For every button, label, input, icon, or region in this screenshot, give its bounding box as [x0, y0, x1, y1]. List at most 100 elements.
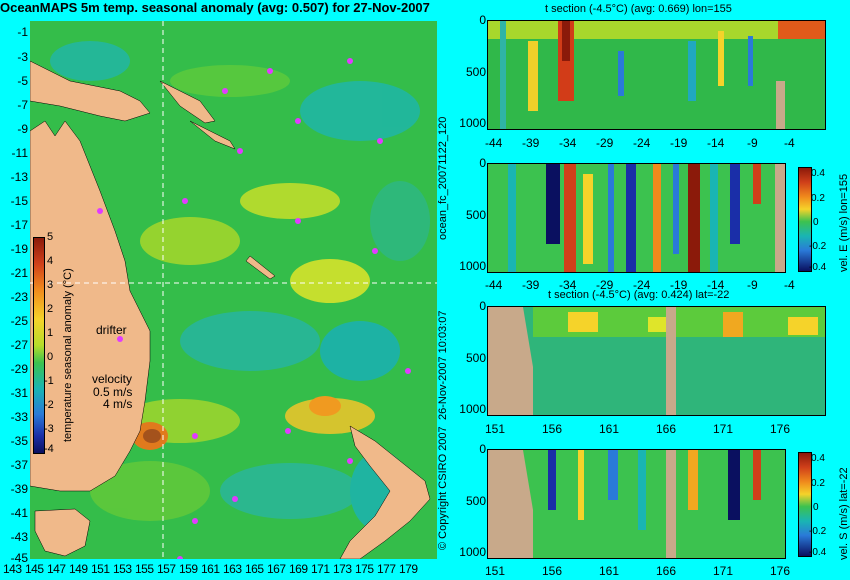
lat-tick: -23 — [10, 290, 28, 304]
lat-tick: -9 — [17, 122, 28, 136]
velocity-value-2: 4 m/s — [103, 397, 133, 411]
y-tick: 500 — [465, 351, 486, 365]
y-tick: 500 — [465, 494, 486, 508]
lat-tick: -17 — [10, 218, 28, 232]
lat-tick: -15 — [10, 194, 28, 208]
lon-tick: 165 — [245, 562, 264, 576]
y-tick: 0 — [479, 442, 486, 456]
lat-tick: -43 — [10, 530, 28, 544]
x-tick: -4 — [784, 136, 795, 150]
colorbar-tick: 3 — [47, 279, 54, 291]
section-4-panel — [487, 449, 786, 559]
colorbar-tick: 4 — [47, 255, 54, 267]
lon-tick: 167 — [267, 562, 286, 576]
lat-tick: -19 — [10, 242, 28, 256]
lon-tick: 151 — [91, 562, 110, 576]
map-plot — [30, 21, 437, 559]
map-lat-axis: -1 -3 -5 -7 -9 -11 -13 -15 -17 -19 -21 -… — [0, 21, 30, 565]
colorbar-tick: -0.2 — [809, 241, 827, 252]
map-lon-axis: 143 145 147 149 151 153 155 157 159 161 … — [0, 562, 440, 580]
x-tick: 151 — [485, 564, 506, 578]
date-label: 26-Nov-2007 10:03:07 — [437, 310, 449, 420]
lat-tick: -3 — [17, 50, 28, 64]
x-tick: -44 — [485, 136, 503, 150]
section-1-title: t section (-4.5°C) (avg: 0.669) lon=155 — [545, 3, 732, 15]
map-colorbar — [33, 237, 45, 454]
lat-tick: -27 — [10, 338, 28, 352]
section-3-title: t section (-4.5°C) (avg: 0.424) lat=-22 — [548, 289, 730, 301]
lat-tick: -1 — [17, 25, 28, 39]
lat-tick: -37 — [10, 458, 28, 472]
section-4-x-axis: 151 156 161 166 171 176 — [485, 564, 827, 580]
colorbar-tick: -1 — [44, 375, 54, 387]
map-colorbar-label: temperature seasonal anomaly (°C) — [62, 268, 74, 442]
colorbar-tick: 0 — [813, 502, 819, 513]
section-2-colorbar-ticks: 0.4 0.2 0 -0.2 -0.4 — [809, 168, 835, 278]
y-tick: 500 — [465, 208, 486, 222]
y-tick: 0 — [479, 156, 486, 170]
x-tick: -19 — [670, 278, 688, 292]
colorbar-tick: 0.4 — [811, 168, 825, 179]
x-tick: 176 — [770, 422, 791, 436]
section-3-x-axis: 151 156 161 166 171 176 — [485, 422, 827, 438]
lat-tick: -29 — [10, 362, 28, 376]
x-tick: -9 — [747, 136, 758, 150]
lat-tick: -41 — [10, 506, 28, 520]
run-id-label: ocean_fc_20071122_120 — [437, 116, 449, 240]
velocity-label: velocity — [92, 372, 133, 386]
lat-tick: -5 — [17, 74, 28, 88]
colorbar-tick: 5 — [47, 231, 54, 243]
lon-tick: 161 — [201, 562, 220, 576]
y-tick: 0 — [479, 13, 486, 27]
lon-tick: 169 — [289, 562, 308, 576]
colorbar-tick: -4 — [44, 443, 54, 455]
x-tick: -24 — [633, 136, 651, 150]
section-1-x-axis: -44 -39 -34 -29 -24 -19 -14 -9 -4 — [485, 136, 827, 152]
lon-tick: 143 — [3, 562, 22, 576]
x-tick: 176 — [770, 564, 791, 578]
section-2-panel — [487, 163, 786, 273]
colorbar-tick: -3 — [44, 423, 54, 435]
x-tick: 161 — [599, 422, 620, 436]
lat-tick: -45 — [10, 551, 28, 565]
lat-tick: -11 — [11, 146, 28, 160]
x-tick: 156 — [542, 422, 563, 436]
lon-tick: 171 — [311, 562, 330, 576]
lat-tick: -31 — [10, 386, 28, 400]
colorbar-tick: 0 — [47, 351, 54, 363]
section-2-colorbar-label: vel. E (m/s) lon=155 — [838, 173, 850, 272]
lat-tick: -21 — [10, 266, 28, 280]
lat-tick: -25 — [10, 314, 28, 328]
lon-tick: 159 — [179, 562, 198, 576]
section-4-colorbar — [798, 452, 812, 557]
lon-tick: 157 — [157, 562, 176, 576]
colorbar-tick: 1 — [47, 327, 54, 339]
page-title: OceanMAPS 5m temp. seasonal anomaly (avg… — [0, 0, 430, 15]
x-tick: 171 — [713, 422, 734, 436]
lat-tick: -35 — [10, 434, 28, 448]
lon-tick: 153 — [113, 562, 132, 576]
colorbar-tick: 0.2 — [811, 193, 825, 204]
lon-tick: 163 — [223, 562, 242, 576]
x-tick: -39 — [522, 278, 540, 292]
colorbar-tick: 0.4 — [811, 453, 825, 464]
x-tick: 161 — [599, 564, 620, 578]
lat-tick: -7 — [17, 98, 28, 112]
x-tick: -4 — [784, 278, 795, 292]
x-tick: -9 — [747, 278, 758, 292]
section-3-y-axis: 0 500 1000 — [458, 299, 486, 416]
lon-tick: 179 — [399, 562, 418, 576]
section-3-panel — [487, 306, 826, 416]
x-tick: -29 — [596, 278, 614, 292]
colorbar-tick: 2 — [47, 303, 54, 315]
section-1-panel — [487, 20, 826, 130]
lon-tick: 175 — [355, 562, 374, 576]
x-tick: -14 — [707, 136, 725, 150]
x-tick: -39 — [522, 136, 540, 150]
x-tick: -19 — [670, 136, 688, 150]
colorbar-tick: 0.2 — [811, 478, 825, 489]
x-tick: -34 — [559, 136, 577, 150]
x-tick: 166 — [656, 422, 677, 436]
y-tick: 1000 — [459, 116, 486, 130]
colorbar-tick: -0.2 — [809, 526, 827, 537]
